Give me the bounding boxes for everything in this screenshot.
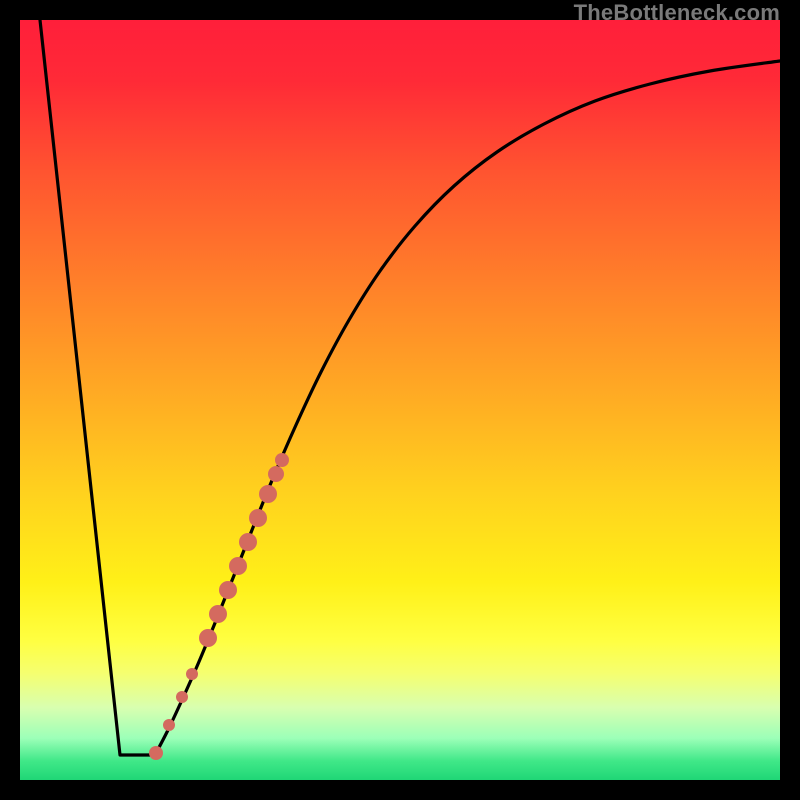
data-marker — [259, 485, 277, 503]
data-marker — [219, 581, 237, 599]
data-marker — [199, 629, 217, 647]
data-marker — [229, 557, 247, 575]
data-marker — [186, 668, 198, 680]
chart-svg — [20, 20, 780, 780]
data-marker — [149, 746, 163, 760]
data-marker — [249, 509, 267, 527]
data-marker — [163, 719, 175, 731]
chart-frame: TheBottleneck.com — [0, 0, 800, 800]
data-marker — [239, 533, 257, 551]
data-marker — [176, 691, 188, 703]
data-marker — [209, 605, 227, 623]
data-marker — [268, 466, 284, 482]
chart-background — [20, 20, 780, 780]
data-marker — [275, 453, 289, 467]
